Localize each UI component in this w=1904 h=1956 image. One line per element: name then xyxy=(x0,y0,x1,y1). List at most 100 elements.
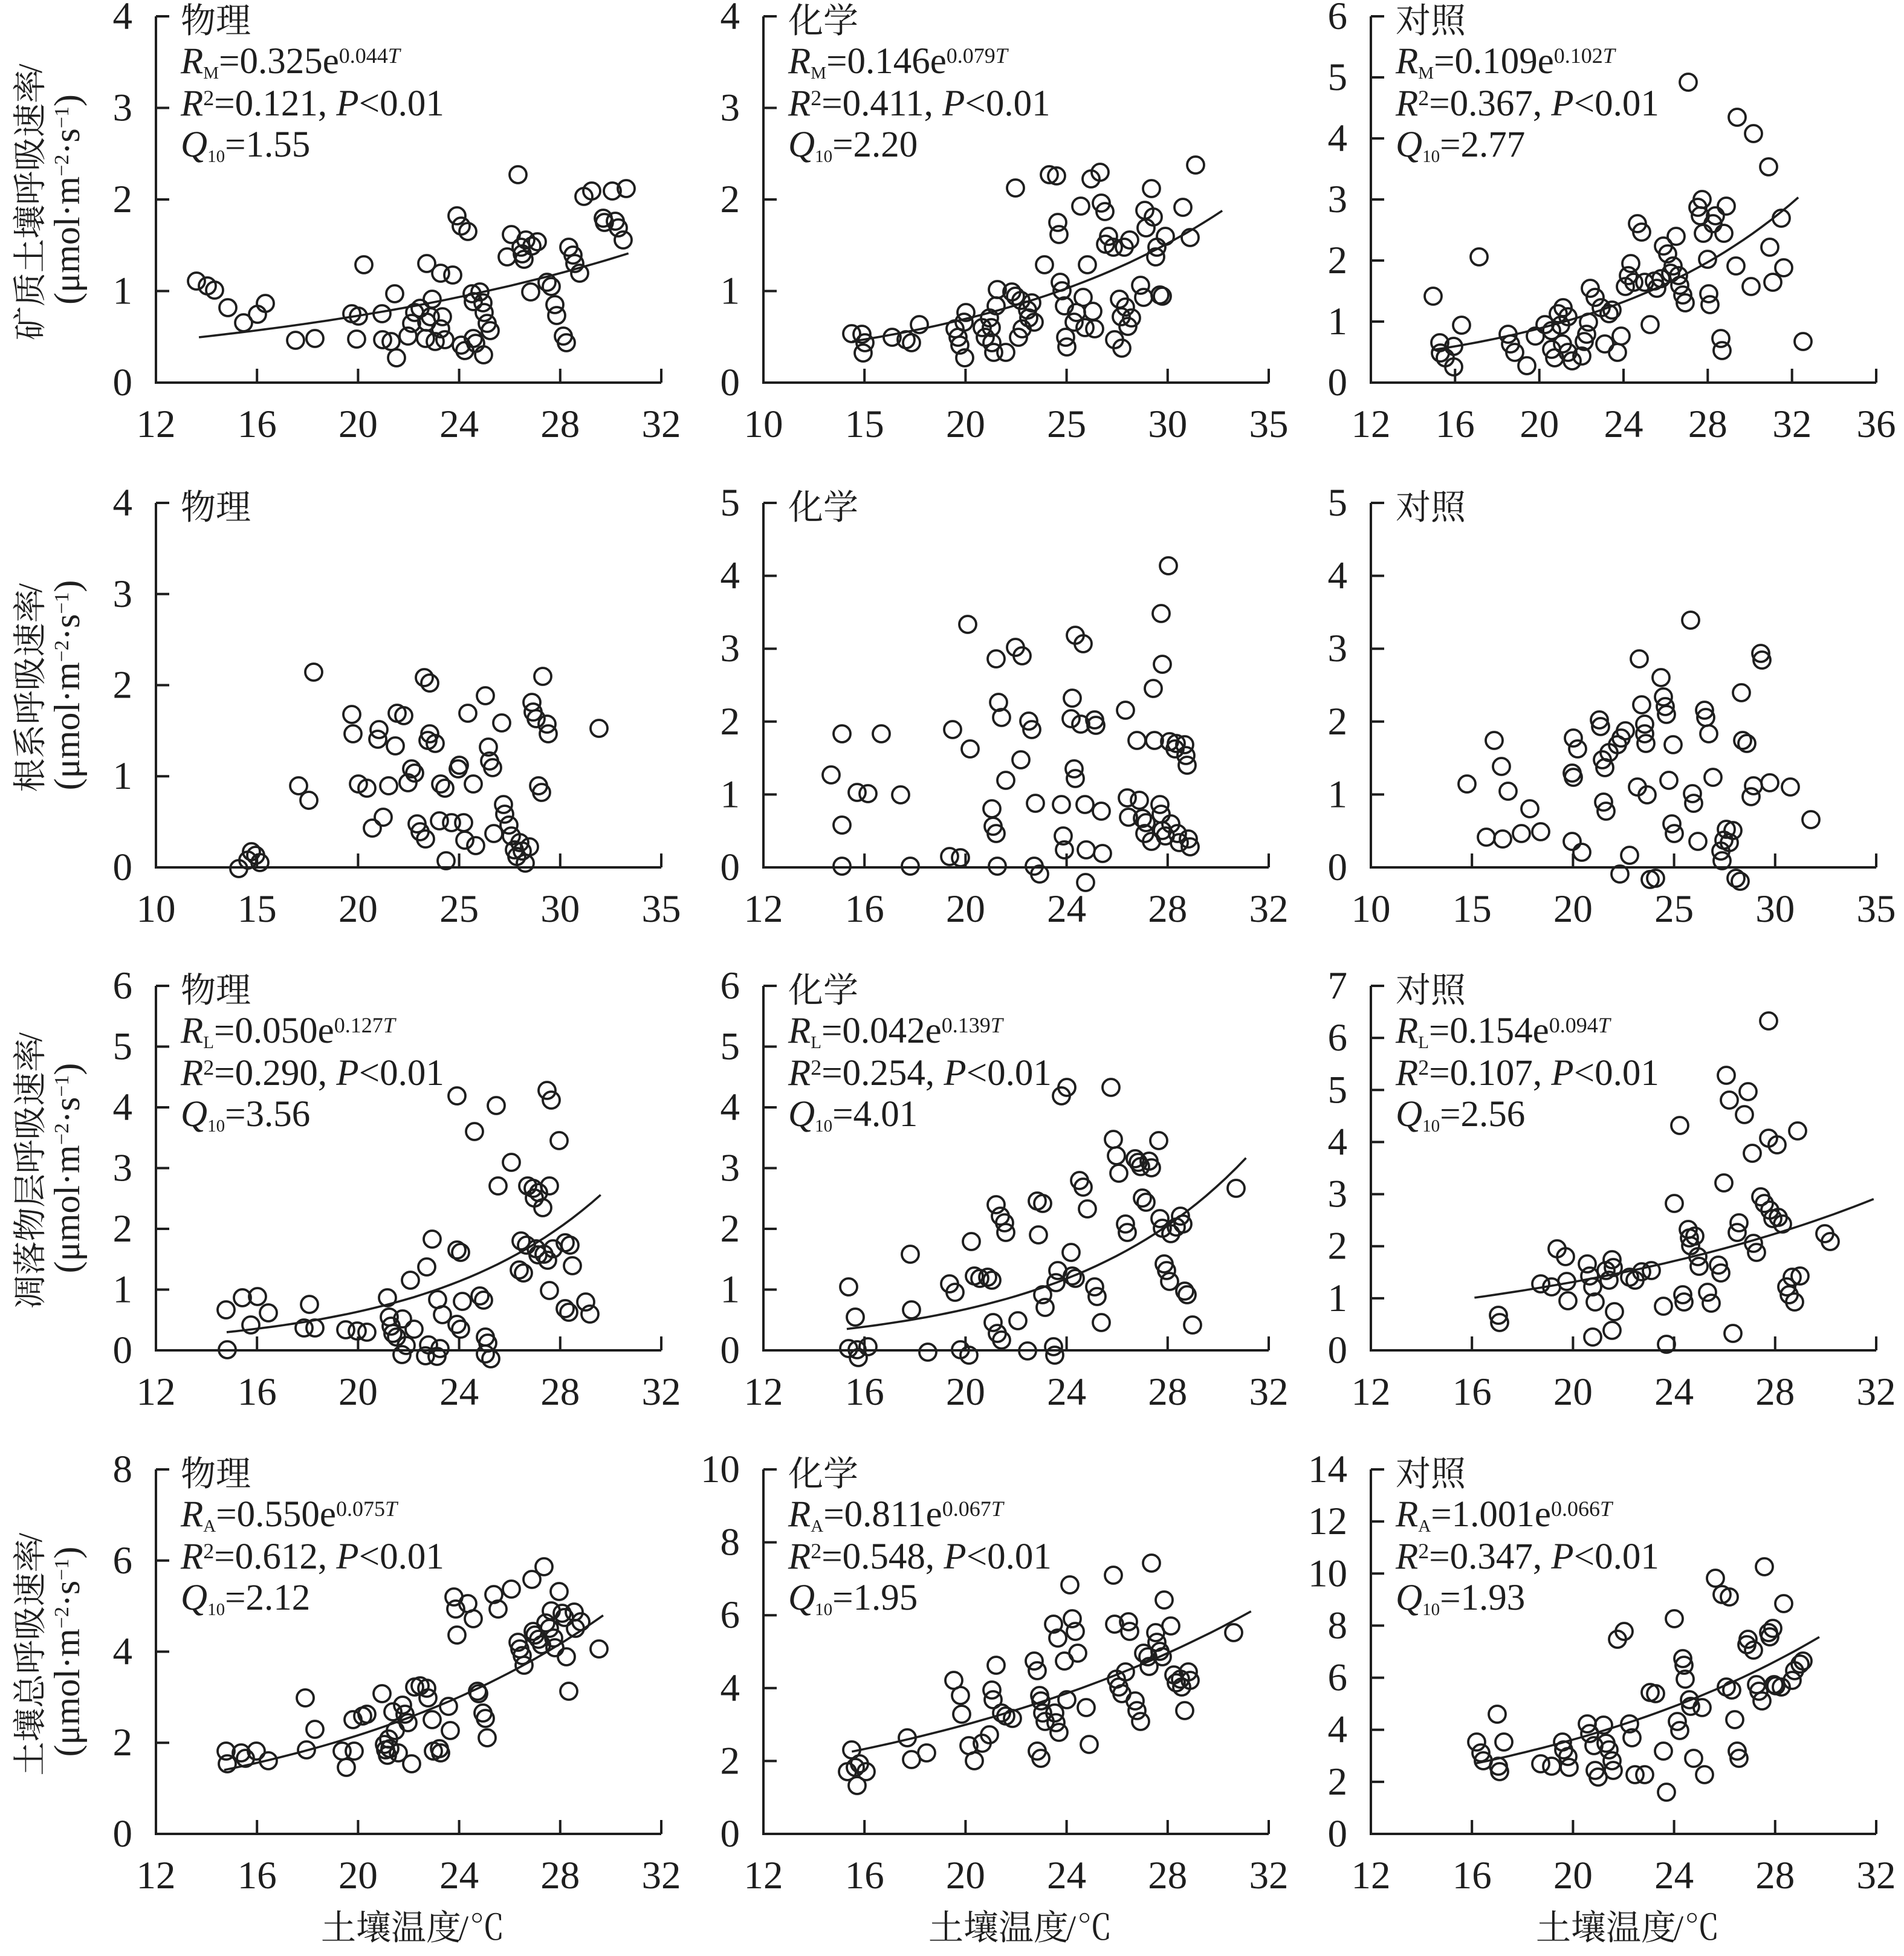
svg-text:2: 2 xyxy=(113,1721,133,1764)
svg-text:RM=0.146e0.079T: RM=0.146e0.079T xyxy=(788,41,1009,83)
svg-text:RL=0.154e0.094T: RL=0.154e0.094T xyxy=(1395,1011,1612,1052)
svg-text:6: 6 xyxy=(720,964,740,1008)
svg-text:0: 0 xyxy=(113,361,133,404)
svg-text:28: 28 xyxy=(1148,887,1187,931)
svg-text:30: 30 xyxy=(1148,403,1187,446)
svg-text:24: 24 xyxy=(1654,1854,1694,1897)
svg-text:(μmol·m−2·s−1): (μmol·m−2·s−1) xyxy=(47,580,87,791)
svg-text:1: 1 xyxy=(113,1268,133,1312)
svg-text:32: 32 xyxy=(1857,1370,1896,1414)
svg-text:4: 4 xyxy=(720,554,740,598)
svg-text:RL=0.050e0.127T: RL=0.050e0.127T xyxy=(180,1011,397,1052)
svg-text:RM=0.325e0.044T: RM=0.325e0.044T xyxy=(180,41,402,83)
svg-text:2: 2 xyxy=(720,1207,740,1251)
svg-text:R2=0.107, P<0.01: R2=0.107, P<0.01 xyxy=(1395,1053,1659,1093)
svg-text:R2=0.367, P<0.01: R2=0.367, P<0.01 xyxy=(1395,83,1659,124)
svg-text:5: 5 xyxy=(720,481,740,525)
svg-text:4: 4 xyxy=(1328,117,1348,160)
svg-text:2: 2 xyxy=(720,1739,740,1783)
svg-text:1: 1 xyxy=(113,754,133,798)
svg-text:12: 12 xyxy=(1308,1500,1347,1543)
svg-text:32: 32 xyxy=(642,1854,681,1897)
svg-text:Q10=1.93: Q10=1.93 xyxy=(1396,1578,1525,1619)
svg-text:R2=0.254, P<0.01: R2=0.254, P<0.01 xyxy=(788,1053,1052,1093)
svg-text:4: 4 xyxy=(720,0,740,38)
svg-text:24: 24 xyxy=(439,1854,479,1897)
svg-text:0: 0 xyxy=(113,1329,133,1372)
svg-text:Q10=3.56: Q10=3.56 xyxy=(181,1094,310,1136)
svg-text:0: 0 xyxy=(1328,846,1348,889)
svg-text:16: 16 xyxy=(845,887,884,931)
svg-text:0: 0 xyxy=(720,846,740,889)
svg-text:RA=1.001e0.066T: RA=1.001e0.066T xyxy=(1395,1494,1614,1536)
svg-text:3: 3 xyxy=(1328,627,1348,670)
svg-text:8: 8 xyxy=(113,1448,133,1491)
svg-text:16: 16 xyxy=(238,1854,277,1897)
svg-text:12: 12 xyxy=(137,1854,176,1897)
svg-text:28: 28 xyxy=(1688,403,1728,446)
svg-text:10: 10 xyxy=(137,887,176,931)
svg-text:5: 5 xyxy=(1328,1068,1348,1112)
svg-text:14: 14 xyxy=(1308,1448,1347,1491)
svg-text:3: 3 xyxy=(1328,178,1348,221)
svg-text:6: 6 xyxy=(720,1593,740,1637)
svg-text:15: 15 xyxy=(1452,887,1492,931)
svg-text:20: 20 xyxy=(946,403,985,446)
svg-text:12: 12 xyxy=(137,1370,176,1414)
svg-text:12: 12 xyxy=(744,1854,783,1897)
svg-text:20: 20 xyxy=(1553,1370,1593,1414)
svg-text:5: 5 xyxy=(1328,481,1348,525)
svg-text:24: 24 xyxy=(1047,1854,1086,1897)
svg-text:20: 20 xyxy=(338,403,378,446)
svg-text:2: 2 xyxy=(113,178,133,221)
svg-text:24: 24 xyxy=(1047,1370,1086,1414)
svg-text:1: 1 xyxy=(1328,300,1348,343)
svg-text:(μmol·m−2·s−1): (μmol·m−2·s−1) xyxy=(47,1547,87,1757)
svg-text:36: 36 xyxy=(1857,403,1896,446)
svg-text:1: 1 xyxy=(720,772,740,816)
svg-text:4: 4 xyxy=(113,481,133,525)
svg-text:Q10=1.55: Q10=1.55 xyxy=(181,125,310,166)
svg-text:20: 20 xyxy=(946,1370,985,1414)
svg-text:3: 3 xyxy=(113,572,133,616)
svg-text:16: 16 xyxy=(845,1854,884,1897)
svg-text:4: 4 xyxy=(1328,1120,1348,1164)
svg-text:6: 6 xyxy=(113,1539,133,1582)
svg-text:3: 3 xyxy=(113,1147,133,1190)
svg-text:32: 32 xyxy=(1249,1370,1289,1414)
svg-text:32: 32 xyxy=(1857,1854,1896,1897)
svg-text:RA=0.811e0.067T: RA=0.811e0.067T xyxy=(788,1494,1005,1536)
svg-text:20: 20 xyxy=(338,1854,378,1897)
svg-text:0: 0 xyxy=(113,1812,133,1856)
svg-text:3: 3 xyxy=(720,1147,740,1190)
svg-text:32: 32 xyxy=(1772,403,1812,446)
svg-text:28: 28 xyxy=(540,1370,580,1414)
svg-text:8: 8 xyxy=(1328,1604,1348,1647)
svg-text:16: 16 xyxy=(845,1370,884,1414)
svg-text:32: 32 xyxy=(642,403,681,446)
svg-text:2: 2 xyxy=(113,1207,133,1251)
svg-text:4: 4 xyxy=(113,0,133,38)
svg-text:35: 35 xyxy=(1857,887,1896,931)
svg-text:4: 4 xyxy=(113,1630,133,1674)
svg-text:R2=0.548, P<0.01: R2=0.548, P<0.01 xyxy=(788,1537,1052,1577)
svg-text:12: 12 xyxy=(1352,403,1391,446)
svg-text:24: 24 xyxy=(1604,403,1643,446)
svg-text:1: 1 xyxy=(720,1268,740,1312)
svg-text:7: 7 xyxy=(1328,964,1348,1008)
svg-text:30: 30 xyxy=(1755,887,1795,931)
svg-text:R2=0.411, P<0.01: R2=0.411, P<0.01 xyxy=(788,83,1051,124)
svg-text:16: 16 xyxy=(1452,1370,1492,1414)
svg-text:RL=0.042e0.139T: RL=0.042e0.139T xyxy=(788,1011,1005,1052)
svg-text:0: 0 xyxy=(1328,1329,1348,1372)
svg-text:2: 2 xyxy=(1328,700,1348,743)
svg-text:16: 16 xyxy=(1452,1854,1492,1897)
svg-text:32: 32 xyxy=(642,1370,681,1414)
svg-text:5: 5 xyxy=(720,1025,740,1069)
svg-text:25: 25 xyxy=(1047,403,1086,446)
svg-text:/: / xyxy=(1066,1908,1077,1948)
svg-text:(μmol·m−2·s−1): (μmol·m−2·s−1) xyxy=(47,1063,87,1274)
svg-text:15: 15 xyxy=(845,403,884,446)
svg-text:20: 20 xyxy=(946,1854,985,1897)
svg-text:/: / xyxy=(1674,1908,1684,1948)
